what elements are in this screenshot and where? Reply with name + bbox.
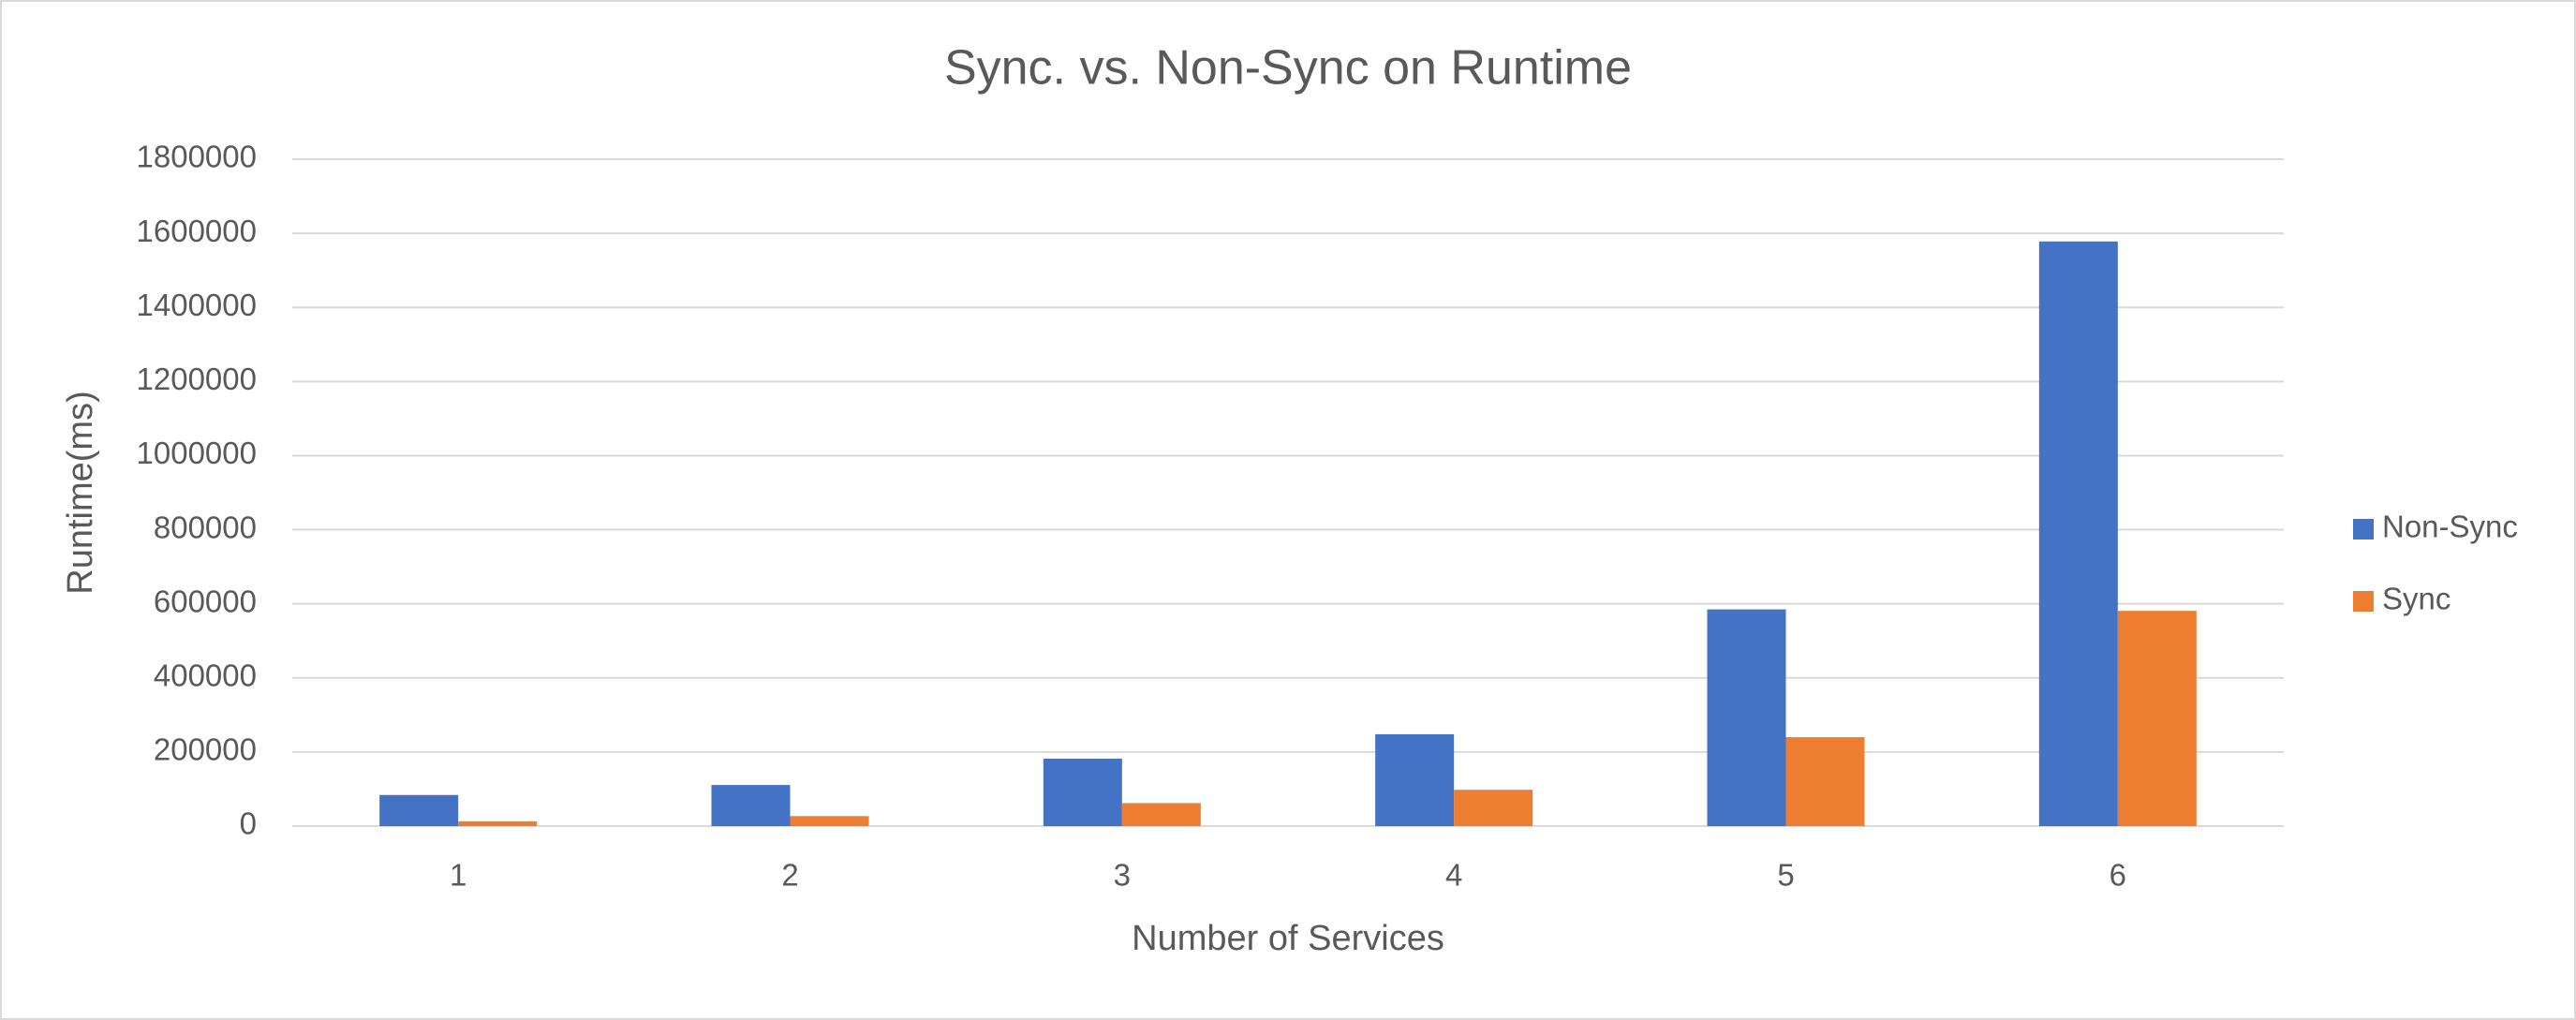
- bar: [1043, 759, 1122, 826]
- y-tick-label: 600000: [154, 584, 257, 618]
- bar: [2038, 241, 2118, 826]
- bar: [1785, 737, 1865, 826]
- chart-title: Sync. vs. Non-Sync on Runtime: [944, 41, 1632, 96]
- bar: [790, 816, 869, 826]
- x-axis-title: Number of Services: [1132, 919, 1444, 958]
- bar: [1375, 733, 1455, 826]
- y-tick-label: 400000: [154, 658, 257, 692]
- legend-swatch: [2353, 591, 2374, 612]
- y-tick-label: 1400000: [137, 288, 257, 322]
- bar: [711, 785, 791, 826]
- bar: [458, 820, 538, 826]
- y-tick-label: 1000000: [137, 436, 257, 470]
- legend-label: Sync: [2382, 582, 2450, 616]
- bar: [1707, 609, 1786, 826]
- y-tick-label: 1200000: [137, 362, 257, 396]
- x-tick-label: 3: [1114, 858, 1131, 893]
- y-tick-label: 1800000: [137, 140, 257, 174]
- x-tick-label: 4: [1445, 858, 1462, 893]
- bar: [2117, 611, 2197, 826]
- legend-swatch: [2353, 519, 2374, 540]
- bar: [1121, 803, 1201, 826]
- legend-label: Non-Sync: [2382, 510, 2518, 544]
- y-axis-title: Runtime(ms): [61, 391, 100, 594]
- x-tick-label: 6: [2110, 858, 2126, 893]
- x-tick-label: 1: [450, 858, 466, 893]
- y-tick-label: 200000: [154, 732, 257, 767]
- y-tick-label: 0: [240, 806, 257, 841]
- x-tick-label: 5: [1777, 858, 1794, 893]
- y-tick-label: 1600000: [137, 214, 257, 248]
- y-tick-label: 800000: [154, 510, 257, 544]
- bar: [1454, 790, 1533, 826]
- bar: [379, 794, 459, 826]
- x-tick-label: 2: [781, 858, 798, 893]
